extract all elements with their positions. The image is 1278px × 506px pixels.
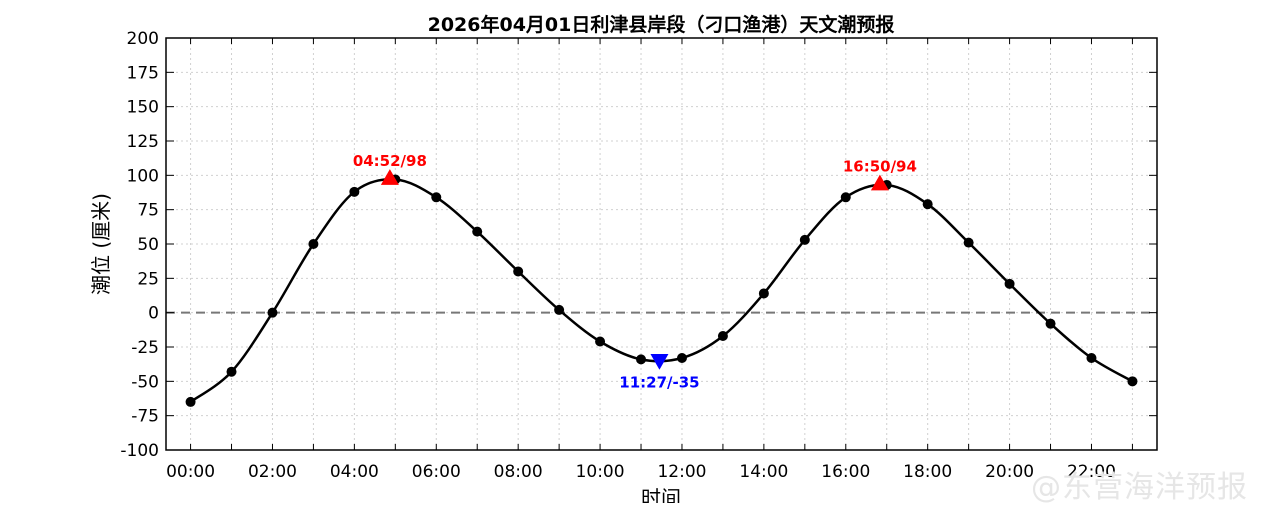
data-point — [636, 354, 647, 365]
data-point — [676, 352, 687, 363]
data-point — [472, 226, 483, 237]
data-point — [308, 239, 319, 249]
x-axis-ticks: 00:00 02:00 04:00 06:00 08:00 10:00 12:00 14:00… — [166, 38, 1133, 482]
data-point — [267, 307, 278, 318]
y-tick-label: -100 — [120, 441, 159, 461]
data-point — [840, 192, 851, 203]
data-point — [963, 237, 974, 248]
watermark: @东营海洋预报 — [1031, 470, 1248, 505]
data-point — [799, 234, 810, 245]
y-tick-label: 0 — [148, 304, 159, 324]
extreme-markers: 04:52/98 11:27/-35 16:50/94 — [353, 152, 917, 392]
y-axis-ticks: -100 -75 -50 -25 0 25 50 75 100 125 150 175 200 — [120, 29, 1157, 461]
y-tick-label: -75 — [131, 407, 159, 427]
x-tick-label: 12:00 — [657, 462, 706, 482]
data-point — [513, 266, 524, 277]
data-point — [758, 288, 769, 299]
data-point — [1045, 318, 1056, 329]
high-tide-label: 16:50/94 — [843, 158, 917, 176]
data-point — [717, 331, 728, 342]
x-tick-label: 02:00 — [248, 462, 297, 482]
y-tick-label: 175 — [127, 63, 159, 83]
low-tide-marker — [650, 353, 669, 370]
y-tick-label: 200 — [127, 29, 159, 49]
x-tick-label: 20:00 — [985, 462, 1034, 482]
high-tide-label: 04:52/98 — [353, 152, 427, 170]
x-tick-label: 08:00 — [494, 462, 543, 482]
data-point — [226, 366, 237, 377]
high-tide-marker — [870, 174, 889, 191]
x-tick-label: 16:00 — [821, 462, 870, 482]
data-point — [1127, 376, 1138, 387]
data-point — [1086, 352, 1097, 363]
y-tick-label: -25 — [131, 338, 159, 358]
y-tick-label: 25 — [137, 269, 159, 289]
y-tick-label: 50 — [137, 235, 159, 255]
high-tide-marker — [380, 169, 399, 185]
x-tick-label: 10:00 — [576, 462, 625, 482]
data-point — [922, 199, 933, 210]
data-point — [554, 304, 565, 315]
x-tick-label: 22:00 — [1067, 462, 1116, 482]
data-point — [595, 336, 606, 347]
chart-title: 2026年04月01日利津县岸段（刁口渔港）天文潮预报 — [428, 13, 895, 36]
y-tick-label: 100 — [127, 166, 159, 186]
low-tide-label: 11:27/-35 — [619, 374, 699, 392]
x-tick-label: 06:00 — [412, 462, 461, 482]
y-tick-label: 75 — [137, 201, 159, 221]
x-axis-label: 时间 — [641, 486, 681, 503]
data-point — [1004, 278, 1015, 289]
y-tick-label: 125 — [127, 132, 159, 152]
y-axis-label: 潮位 (厘米) — [89, 193, 113, 295]
data-point — [431, 192, 442, 203]
y-tick-label: -50 — [131, 372, 159, 392]
data-point — [349, 186, 360, 197]
tide-curve — [189, 178, 1134, 403]
data-point — [185, 396, 196, 407]
x-tick-label: 14:00 — [739, 462, 788, 482]
x-tick-label: 04:00 — [330, 462, 379, 482]
y-tick-label: 150 — [127, 98, 159, 118]
x-tick-label: 18:00 — [903, 462, 952, 482]
x-tick-label: 00:00 — [166, 462, 215, 482]
